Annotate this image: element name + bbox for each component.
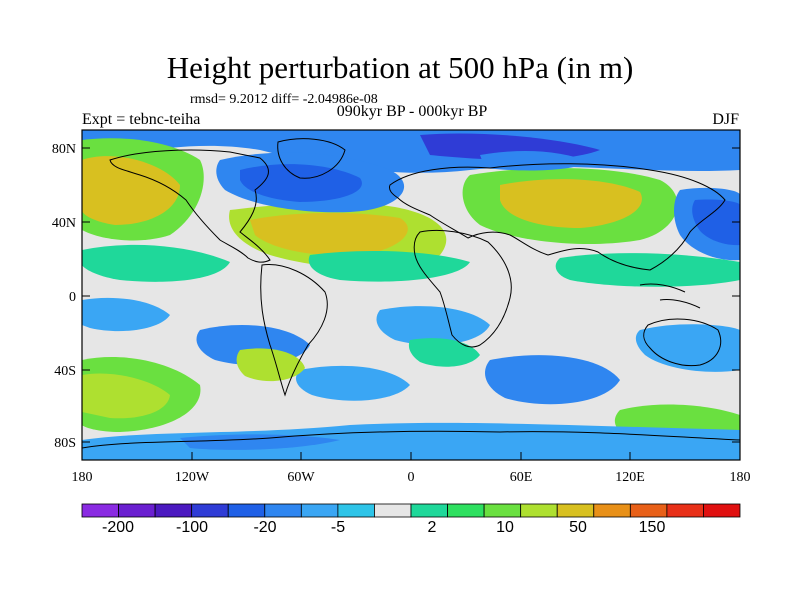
lat-label-80s: 80S (54, 436, 76, 451)
tick-marks (81, 147, 741, 460)
field-npacific-deep (692, 199, 740, 246)
cb-label-1: -100 (176, 519, 208, 536)
lon-label-180e: 180 (730, 470, 751, 485)
colorbar (81, 503, 741, 518)
field-tropic-w-green (82, 244, 230, 282)
lat-label-80n: 80N (52, 142, 76, 157)
stats-label: rmsd= 9.2012 diff= -2.04986e-08 (190, 92, 378, 107)
colorbar-box (629, 503, 668, 518)
colorbar-box (703, 503, 741, 518)
colorbar-box (593, 503, 631, 518)
field-s-green-c (236, 348, 305, 382)
colorbar-box (118, 503, 156, 518)
coast-australia (643, 318, 722, 367)
colorbar-box (556, 503, 595, 518)
cb-label-5: 10 (496, 519, 514, 536)
colorbar-box (81, 503, 119, 518)
field-tropic-c-green (308, 250, 470, 282)
colorbar-box (520, 503, 558, 518)
lat-labels: 80N 40N 0 40S 80S (52, 142, 76, 451)
colorbar-box (337, 503, 375, 518)
field-canada-deep (240, 164, 362, 202)
field-s-blob-5 (635, 324, 740, 372)
lat-label-40s: 40S (54, 364, 76, 379)
experiment-label: Expt = tebnc-teiha (82, 111, 201, 128)
coast-indonesia (639, 283, 701, 309)
contour-field (82, 130, 740, 460)
colorbar-box (191, 503, 229, 518)
colorbar-box (666, 503, 704, 518)
lon-label-0: 0 (408, 470, 415, 485)
colorbar-box (447, 503, 485, 518)
field-s-blob-6 (296, 365, 410, 401)
colorbar-box (300, 503, 339, 518)
colorbar-box (410, 503, 448, 518)
lon-label-60e: 60E (510, 470, 533, 485)
field-s-blob-3 (376, 306, 490, 345)
colorbar-box (374, 503, 412, 518)
colorbar-box (227, 503, 266, 518)
field-s-green-c2 (408, 338, 480, 367)
lon-label-120w: 120W (175, 470, 210, 485)
field-antarctic-core (180, 434, 340, 450)
cb-label-6: 50 (569, 519, 587, 536)
coast-south-america (260, 264, 328, 397)
lon-labels: 180 120W 60W 0 60E 120E 180 (72, 470, 751, 485)
map-title: Height perturbation at 500 hPa (in m) (166, 50, 634, 85)
field-s-blob-4 (485, 355, 620, 405)
colorbar-labels: -200 -100 -20 -5 2 10 50 150 (102, 519, 665, 536)
coastlines (82, 138, 740, 449)
lon-label-60w: 60W (287, 470, 315, 485)
colorbar-box (264, 503, 302, 518)
colorbar-box (154, 503, 193, 518)
cb-label-7: 150 (639, 519, 666, 536)
field-siberia-blue (480, 150, 590, 171)
colorbar-box (483, 503, 522, 518)
field-west-yellow (82, 156, 180, 225)
coast-north-america (109, 149, 271, 263)
lon-label-120e: 120E (615, 470, 645, 485)
cb-label-4: 2 (428, 519, 437, 536)
lat-label-eq: 0 (69, 290, 76, 305)
lat-label-40n: 40N (52, 216, 76, 231)
coast-africa (413, 229, 512, 348)
cb-label-0: -200 (102, 519, 134, 536)
field-s-blob-1 (82, 297, 170, 332)
coast-greenland (277, 138, 346, 179)
season-label: DJF (712, 111, 739, 128)
coast-europe-asia (389, 163, 726, 271)
cb-label-2: -20 (253, 519, 276, 536)
cb-label-3: -5 (331, 519, 345, 536)
field-eurasia-yellow (500, 179, 642, 228)
field-atlantic-yellow (250, 212, 408, 256)
field-s-yellowgreen-w (82, 373, 170, 419)
lon-label-180w: 180 (72, 470, 93, 485)
coast-antarctica (82, 430, 740, 449)
period-label: 090kyr BP - 000kyr BP (336, 103, 488, 120)
